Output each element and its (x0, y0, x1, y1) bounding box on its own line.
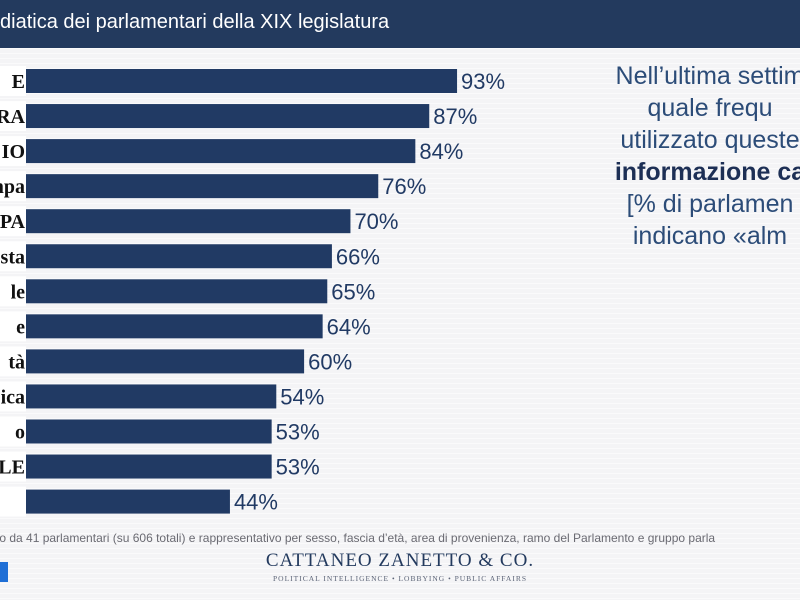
footnote: to da 41 parlamentari (su 606 totali) e … (0, 531, 716, 545)
category-label: e (16, 316, 25, 338)
category-label: NALE (0, 457, 25, 479)
category-logo-tile (0, 451, 26, 482)
category-logo-tile (0, 241, 26, 272)
bar-value-label: 44% (234, 490, 278, 515)
bar (26, 349, 305, 374)
category-logo-tile (0, 171, 26, 202)
category-label: ERA (0, 106, 26, 128)
question-line-5: [% di parlamen (626, 190, 794, 218)
category-label: PA (0, 211, 26, 233)
question-line-1: Nell’ultima settim (615, 62, 800, 90)
category-logo-tile (0, 101, 26, 132)
bar (26, 384, 277, 409)
bar-value-label: 66% (336, 244, 380, 269)
bar (26, 209, 351, 234)
bar (26, 139, 416, 164)
category-label: sta (1, 246, 25, 268)
question-text: Nell’ultima settim quale frequ utilizzat… (560, 60, 800, 252)
bar-value-label: 64% (327, 314, 371, 339)
category-label: o (15, 422, 25, 444)
bar-value-label: 70% (354, 209, 398, 234)
brand-tagline: POLITICAL INTELLIGENCE • LOBBYING • PUBL… (273, 574, 527, 583)
category-label: E (12, 71, 25, 93)
category-logo-tile (0, 346, 26, 377)
bar (26, 454, 272, 479)
bar (26, 244, 332, 269)
question-line-6: indicano «alm (632, 222, 788, 250)
bar (26, 314, 323, 339)
category-label: ica (1, 386, 25, 408)
blue-logo-square (0, 562, 8, 582)
bar (26, 174, 379, 199)
bar-chart: E 93% ERA 87% IO 84% npa 76% PA 70% sta 66% le 65% e 64… (0, 66, 505, 517)
category-label: tà (8, 351, 25, 373)
brand-name: CATTANEO ZANETTO & CO. (265, 550, 535, 571)
bar-value-label: 76% (382, 174, 426, 199)
bar-value-label: 65% (331, 279, 375, 304)
category-logo-tile (0, 416, 26, 447)
category-label: npa (0, 176, 25, 198)
category-logo-tile (0, 486, 26, 517)
bar (26, 279, 328, 304)
bar-value-label: 84% (419, 139, 463, 164)
category-label: le (11, 281, 26, 303)
category-logo-tile (0, 136, 26, 167)
category-logo-tile (0, 66, 26, 96)
question-line-2: quale frequ (647, 94, 773, 122)
bar (26, 489, 230, 514)
brand-logo: CATTANEO ZANETTO & CO. POLITICAL INTELLI… (250, 550, 550, 583)
category-logo-tile (0, 381, 26, 412)
category-label: IO (2, 141, 25, 163)
question-line-3: utilizzato queste (620, 126, 800, 154)
header-bar: diatica dei parlamentari della XIX legis… (0, 0, 800, 48)
bar-value-label: 60% (308, 349, 352, 374)
category-logo-tile (0, 276, 26, 307)
category-logo-tile (0, 311, 26, 342)
bar-value-label: 87% (433, 104, 477, 129)
bar (26, 419, 272, 444)
bar (26, 69, 458, 93)
category-logo-tile (0, 206, 26, 237)
bar-value-label: 53% (276, 420, 320, 445)
page-title: diatica dei parlamentari della XIX legis… (0, 11, 390, 33)
bar-value-label: 93% (461, 69, 505, 94)
bar (26, 104, 430, 129)
question-line-4: informazione ca (614, 158, 800, 186)
bar-value-label: 54% (280, 384, 324, 409)
bar-value-label: 53% (276, 455, 320, 480)
